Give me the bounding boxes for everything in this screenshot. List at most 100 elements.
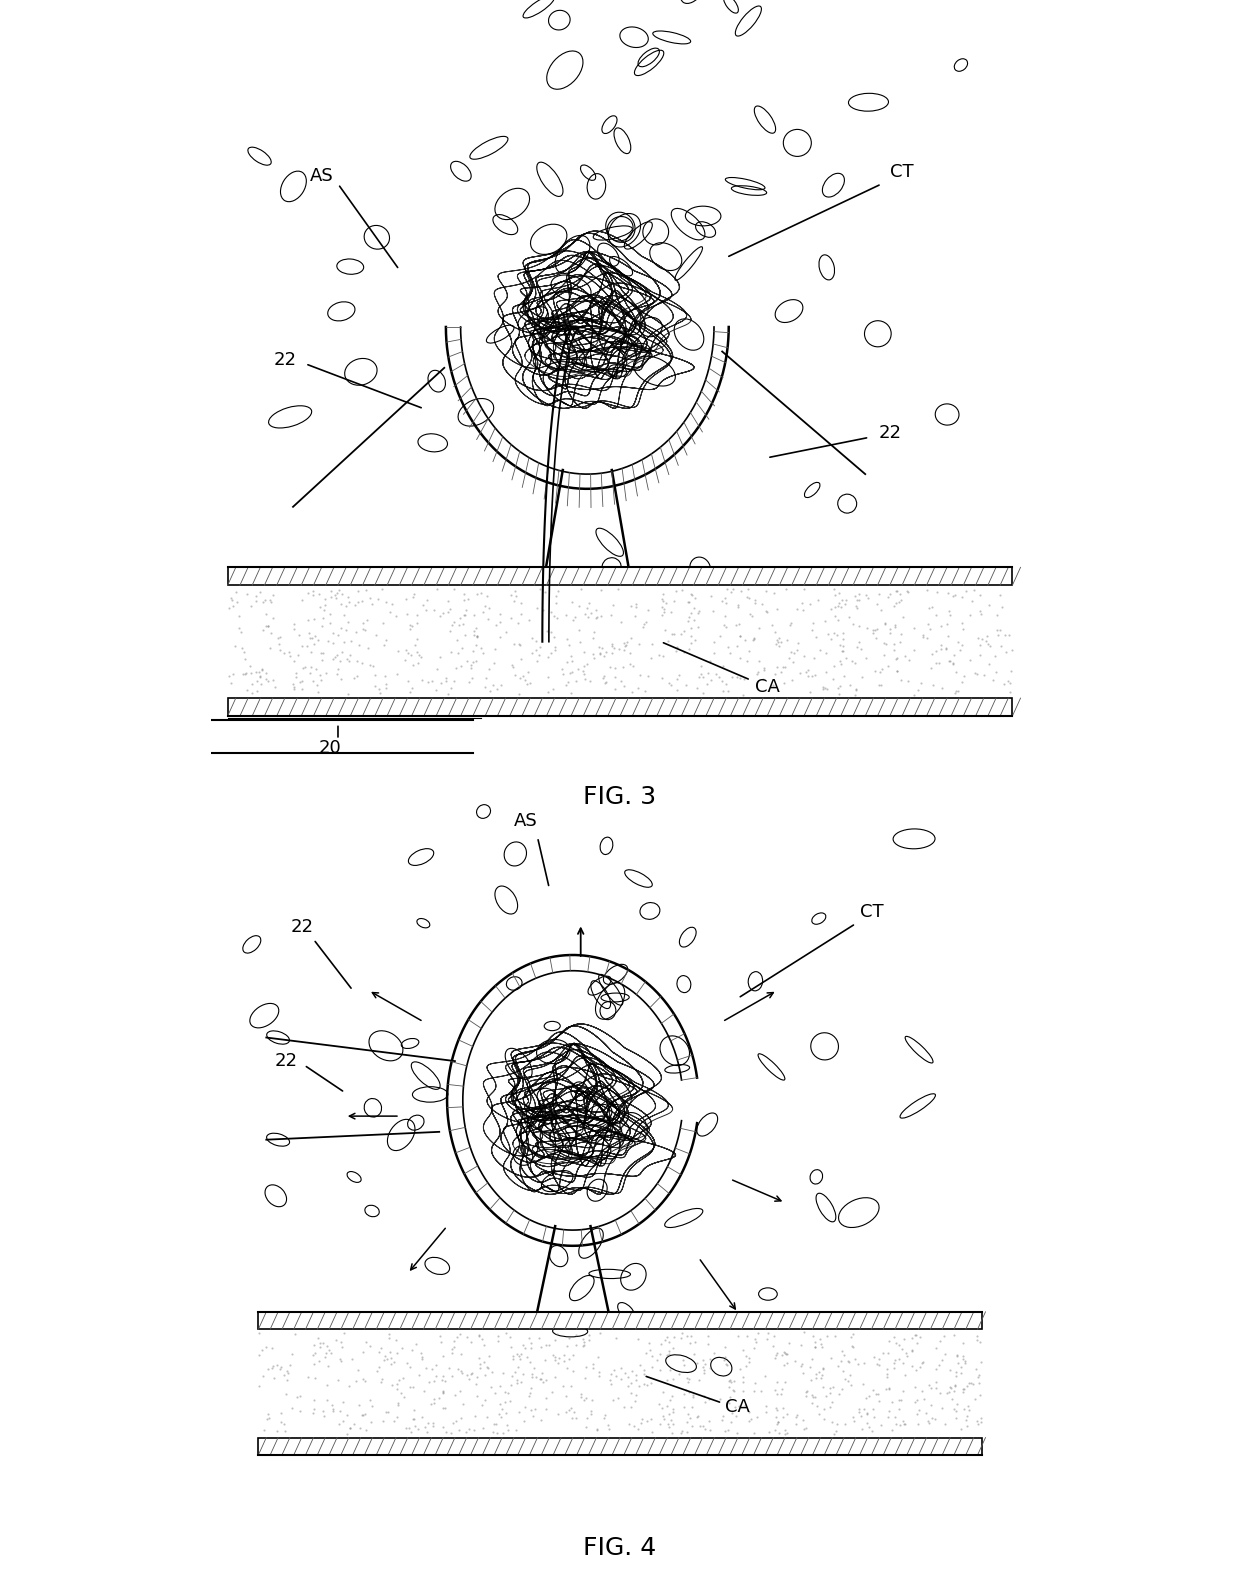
Point (739, 1346, 759, 1371)
Point (720, 1383, 740, 1409)
Point (312, 1399, 332, 1424)
Point (531, 1366, 551, 1391)
Point (622, 1358, 642, 1383)
Point (678, 1402, 698, 1427)
Point (324, 630, 343, 656)
Point (701, 1355, 720, 1380)
Point (363, 654, 383, 679)
Point (926, 1369, 946, 1394)
Point (342, 1346, 362, 1371)
Point (383, 1409, 403, 1434)
Point (650, 1341, 670, 1366)
Point (728, 593, 748, 618)
Point (657, 1342, 677, 1368)
Point (944, 1379, 963, 1404)
Point (596, 670, 616, 695)
Point (671, 1420, 691, 1445)
Point (847, 635, 867, 660)
Point (878, 1341, 898, 1366)
Point (331, 591, 351, 616)
Point (242, 671, 262, 696)
Point (507, 1368, 527, 1393)
Point (892, 623, 911, 648)
Point (722, 665, 742, 690)
Point (464, 623, 484, 648)
Point (501, 605, 521, 630)
Point (766, 654, 786, 679)
Point (794, 645, 813, 670)
Point (246, 583, 265, 608)
Point (526, 1396, 546, 1421)
Point (727, 634, 746, 659)
Point (666, 638, 686, 663)
Point (833, 638, 853, 663)
Point (687, 1350, 707, 1376)
Point (562, 1405, 582, 1431)
Point (688, 615, 708, 640)
Point (394, 1385, 414, 1410)
Point (503, 656, 523, 681)
Point (601, 1361, 621, 1387)
Point (529, 635, 549, 660)
Point (802, 663, 822, 689)
Point (739, 1349, 759, 1374)
Point (467, 1383, 487, 1409)
Point (719, 641, 739, 667)
Point (377, 1399, 397, 1424)
Point (460, 1361, 480, 1387)
Point (967, 1328, 987, 1353)
Point (560, 1396, 580, 1421)
Point (715, 604, 735, 629)
Point (587, 597, 606, 623)
Point (956, 1407, 976, 1432)
Point (889, 1331, 909, 1357)
Point (966, 1357, 986, 1382)
Point (844, 682, 864, 707)
Point (553, 662, 573, 687)
Point (345, 1412, 365, 1437)
Point (733, 682, 753, 707)
Point (475, 1363, 495, 1388)
Point (843, 1405, 863, 1431)
Point (360, 652, 379, 678)
Point (277, 1368, 296, 1393)
Point (667, 667, 687, 692)
Point (548, 1350, 568, 1376)
Point (882, 1390, 901, 1415)
Point (686, 586, 706, 612)
Point (465, 619, 485, 645)
Point (505, 590, 525, 615)
Point (506, 583, 526, 608)
Point (857, 1387, 877, 1412)
Point (613, 656, 632, 681)
Point (388, 638, 408, 663)
Point (815, 608, 835, 634)
Point (544, 637, 564, 662)
Point (750, 1379, 770, 1404)
Point (601, 630, 621, 656)
Point (766, 1404, 786, 1429)
Point (684, 1341, 704, 1366)
Point (521, 1336, 541, 1361)
Point (653, 599, 673, 624)
Point (970, 1371, 990, 1396)
Point (719, 1390, 739, 1415)
Point (800, 591, 820, 616)
Point (293, 634, 312, 659)
Point (226, 580, 246, 605)
Point (424, 597, 444, 623)
Point (968, 1412, 988, 1437)
Point (269, 632, 289, 657)
Point (419, 670, 439, 695)
Point (433, 601, 453, 626)
Point (324, 1396, 343, 1421)
Point (270, 1401, 290, 1426)
Point (610, 668, 630, 693)
Point (893, 605, 913, 630)
Point (693, 663, 713, 689)
Point (475, 594, 495, 619)
Point (522, 1364, 542, 1390)
Point (299, 1364, 319, 1390)
Point (768, 1369, 787, 1394)
Point (719, 1374, 739, 1399)
